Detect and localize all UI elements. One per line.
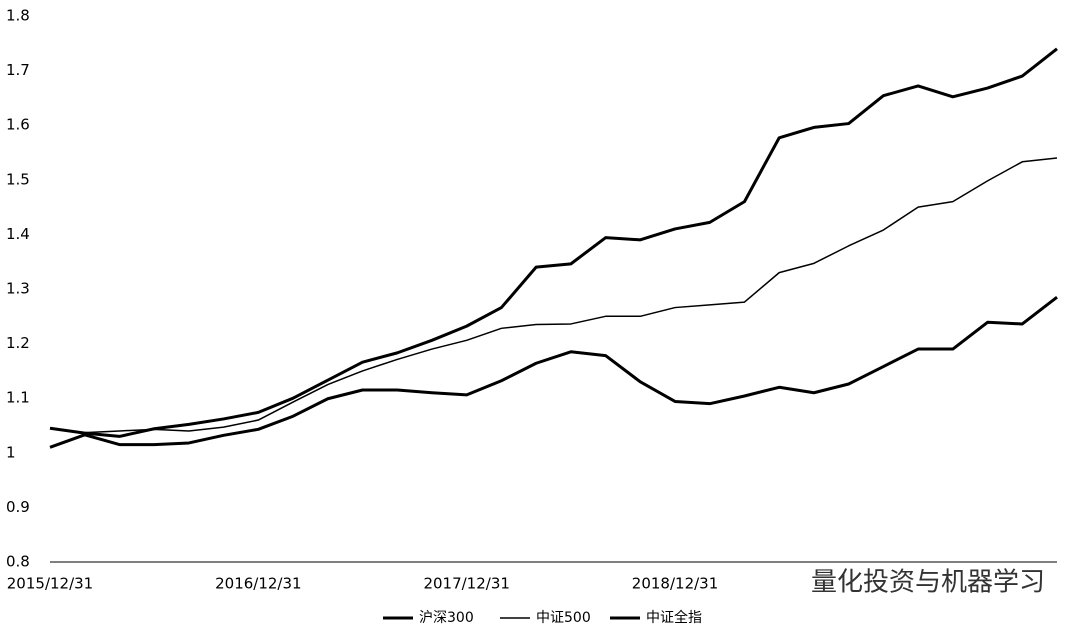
y-tick-label: 1.7 <box>6 61 30 79</box>
series-line <box>49 296 1058 449</box>
y-tick-label: 1 <box>6 443 16 461</box>
y-tick-label: 1.8 <box>6 7 30 25</box>
x-tick-label: 2018/12/31 <box>632 575 718 593</box>
y-tick-label: 1.4 <box>6 225 30 243</box>
y-tick-label: 1.2 <box>6 334 30 352</box>
x-tick-label: 2016/12/31 <box>215 575 301 593</box>
y-tick-label: 0.9 <box>6 498 30 516</box>
y-tick-label: 1.3 <box>6 280 30 298</box>
series-line <box>49 47 1058 438</box>
y-tick-label: 1.1 <box>6 389 30 407</box>
legend-label: 中证500 <box>536 610 591 626</box>
series-line <box>49 157 1058 434</box>
y-tick-label: 1.6 <box>6 116 30 134</box>
x-tick-label: 2017/12/31 <box>423 575 509 593</box>
y-tick-label: 0.8 <box>6 553 30 571</box>
x-tick-label: 2015/12/31 <box>7 575 93 593</box>
legend-label: 沪深300 <box>419 610 474 626</box>
watermark: 量化投资与机器学习 <box>811 568 1045 598</box>
legend-label: 中证全指 <box>646 609 702 626</box>
y-tick-label: 1.5 <box>6 170 30 188</box>
